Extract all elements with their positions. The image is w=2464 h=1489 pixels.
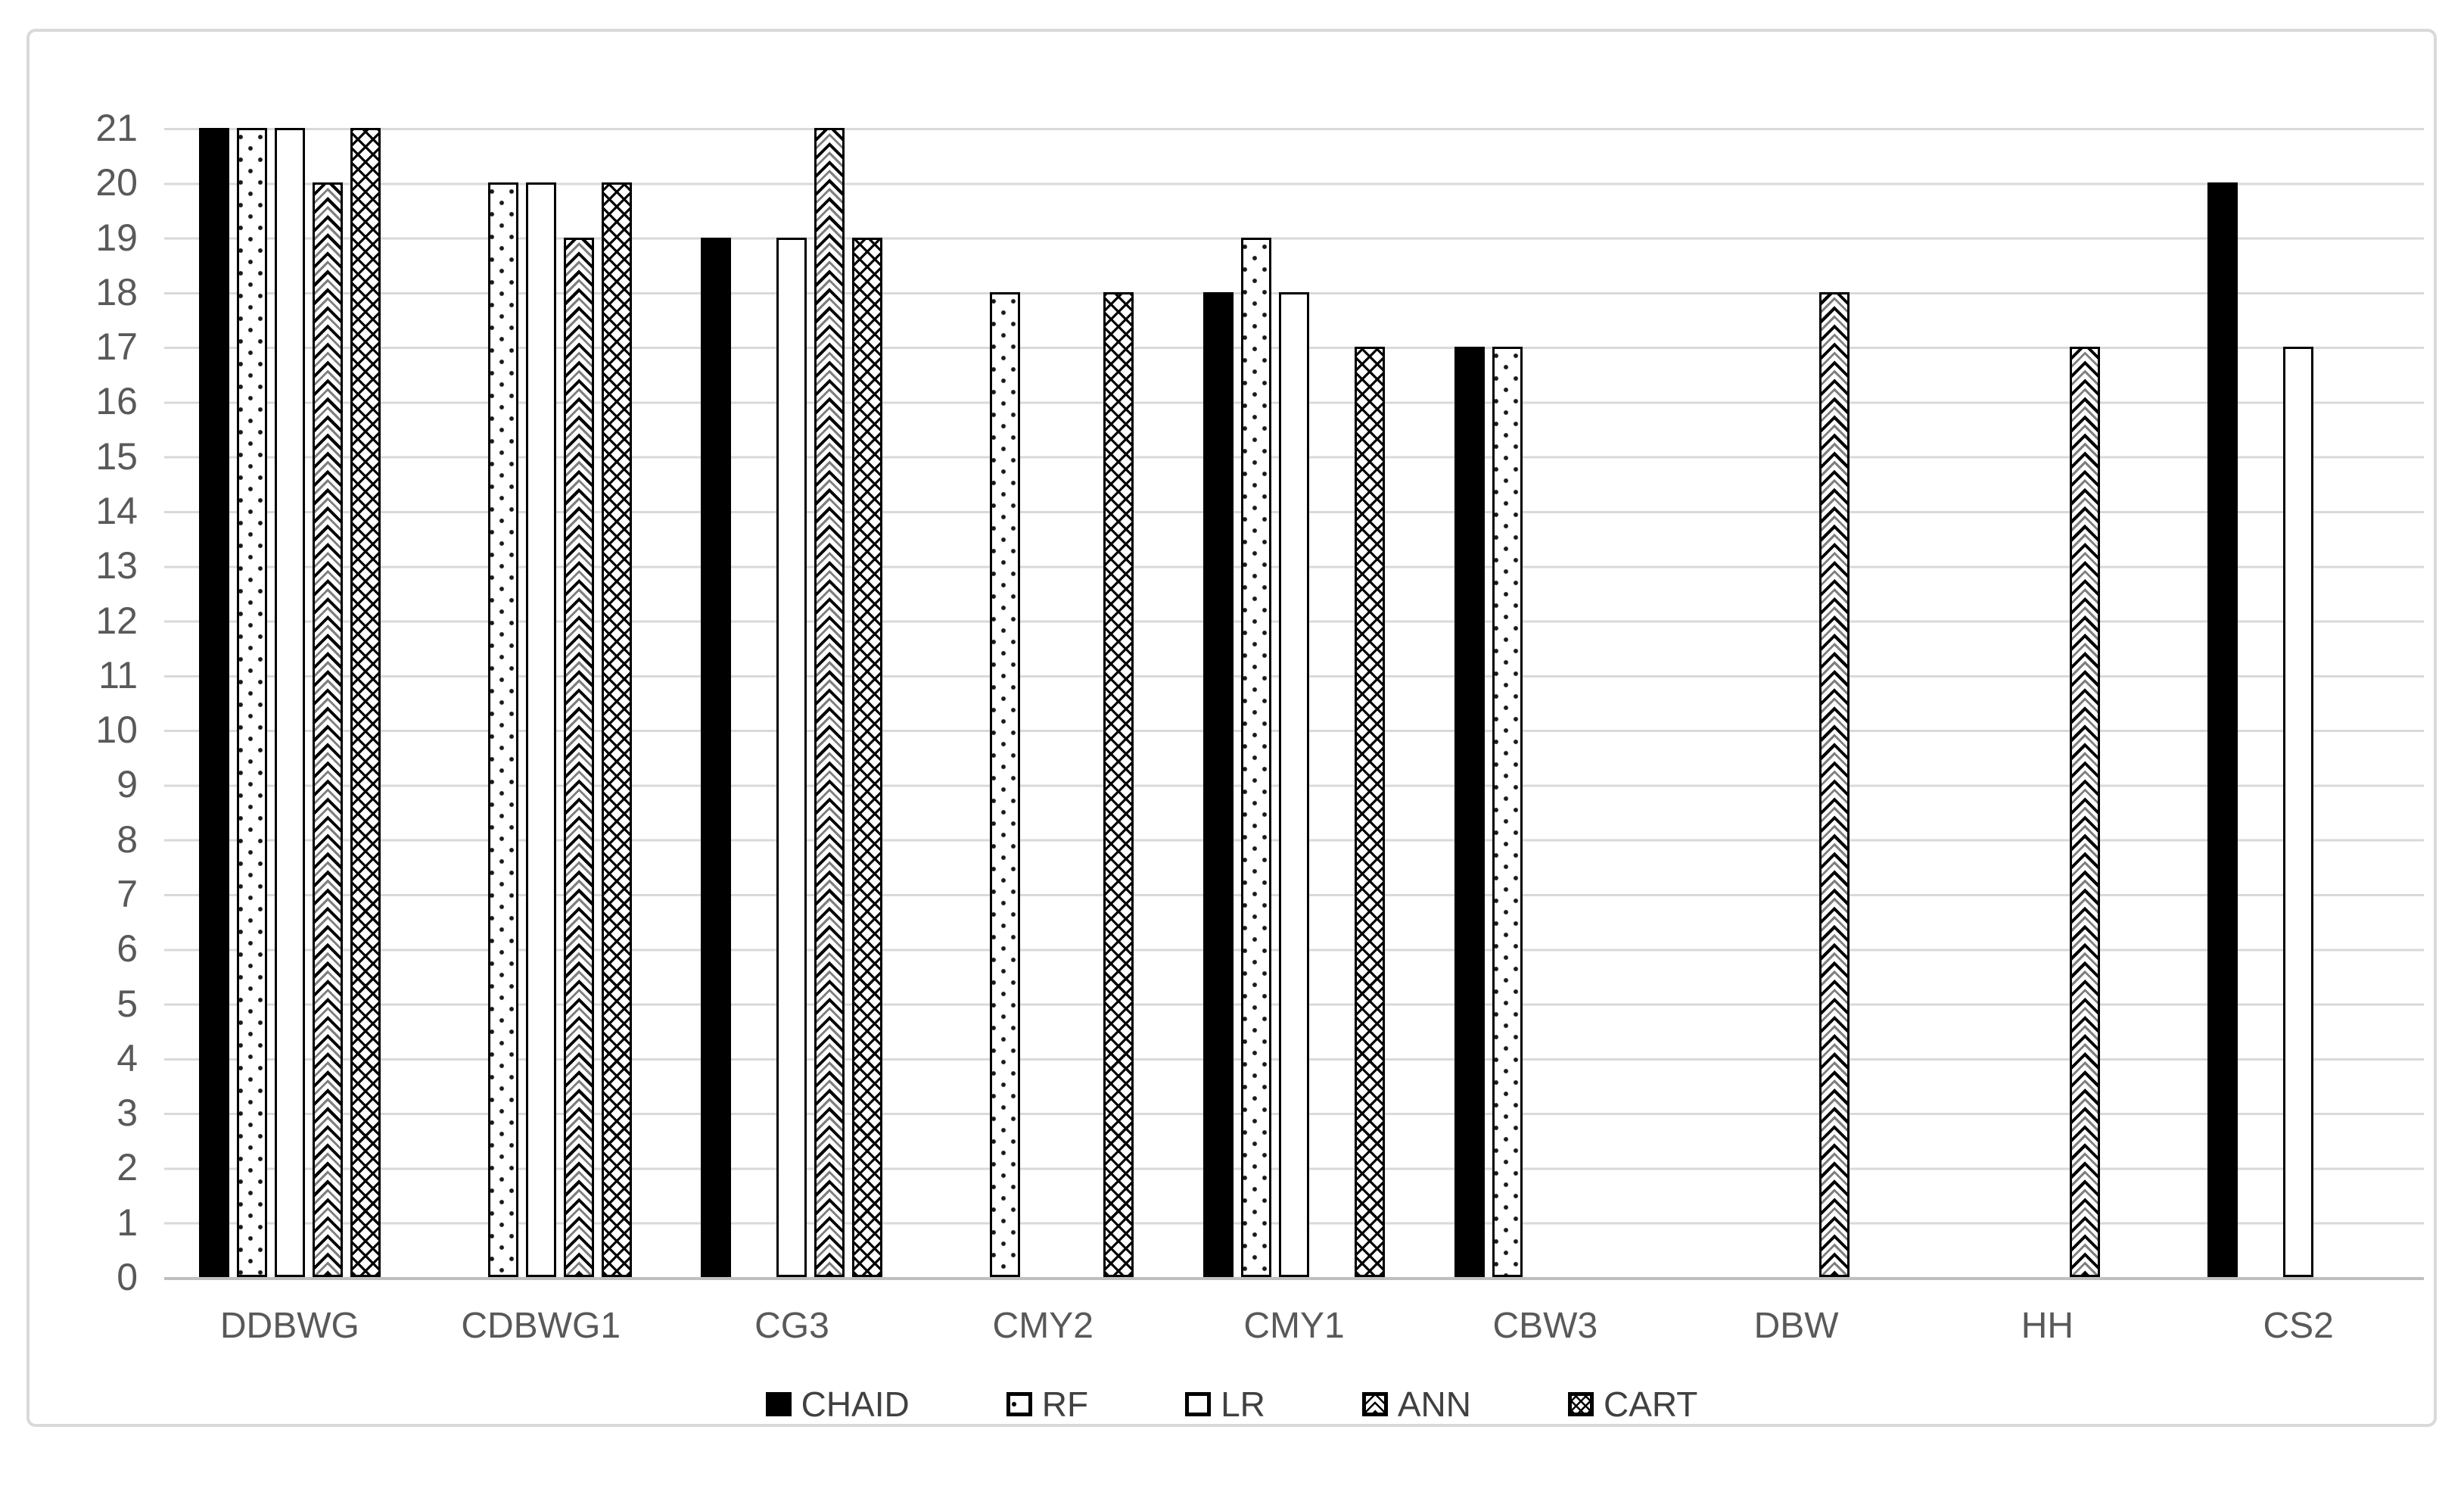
y-tick-label-16: 16: [95, 380, 138, 423]
x-axis-label-cmy1: CMY1: [1243, 1306, 1345, 1346]
bar-lr-cmy1: [1279, 291, 1310, 1277]
y-tick-label-1: 1: [117, 1201, 138, 1244]
legend-swatch-ann-icon: [1361, 1392, 1388, 1416]
bar-ann-cdbwg1: [563, 237, 594, 1277]
bar-rf-cmy1: [1241, 237, 1272, 1277]
y-axis-labels: 0 1 2 3 4 5 6 7 8 9 10 11 12 13 14 15 16 17 18 19 20 21: [56, 32, 138, 1489]
bar-cart-ddbwg: [350, 128, 381, 1277]
legend-swatch-lr-icon: [1185, 1392, 1212, 1416]
y-tick-label-3: 3: [117, 1092, 138, 1135]
x-axis-label-cmy2: CMY2: [992, 1306, 1094, 1346]
legend-swatch-cart-icon: [1568, 1392, 1594, 1416]
y-tick-label-18: 18: [95, 270, 138, 313]
x-axis-label-cbw3: CBW3: [1492, 1306, 1598, 1346]
bar-chaid-cg3: [701, 237, 732, 1277]
bar-chaid-cmy1: [1203, 291, 1234, 1277]
bar-group-cbw3: [1420, 128, 1671, 1277]
y-tick-label-20: 20: [95, 161, 138, 204]
bar-cart-cmy2: [1103, 291, 1134, 1277]
x-axis-label-hh: HH: [2021, 1306, 2074, 1346]
x-axis-label-cs2: CS2: [2263, 1306, 2334, 1346]
legend-item-chaid: CHAID: [765, 1384, 910, 1425]
legend-item-lr: LR: [1185, 1384, 1265, 1425]
plot-area: [164, 128, 2424, 1280]
y-tick-label-14: 14: [95, 490, 138, 532]
bar-chaid-ddbwg: [198, 128, 229, 1277]
bar-group-cmy2: [917, 128, 1168, 1277]
y-tick-label-2: 2: [117, 1146, 138, 1189]
legend-label-ann: ANN: [1397, 1385, 1471, 1424]
y-tick-label-15: 15: [95, 435, 138, 478]
y-tick-label-0: 0: [117, 1256, 138, 1298]
x-axis-label-cdbwg1: CDBWG1: [461, 1306, 621, 1346]
y-tick-label-5: 5: [117, 982, 138, 1025]
bar-ann-cg3: [814, 128, 845, 1277]
bar-chaid-cbw3: [1454, 347, 1485, 1277]
bar-group-cg3: [667, 128, 918, 1277]
bar-cart-cg3: [852, 237, 883, 1277]
bar-rf-cmy2: [990, 291, 1021, 1277]
bar-group-cmy1: [1168, 128, 1420, 1277]
x-axis-labels: DDBWG CDBWG1 CG3 CMY2 CMY1 CBW3 DBW HH CS2: [164, 1305, 2424, 1347]
x-axis-label-dbw: DBW: [1753, 1306, 1839, 1346]
bar-lr-ddbwg: [274, 128, 305, 1277]
bar-ann-dbw: [1818, 291, 1850, 1277]
legend-swatch-rf-icon: [1006, 1392, 1032, 1416]
bar-rf-cdbwg1: [487, 182, 518, 1277]
bar-ann-ddbwg: [312, 182, 343, 1277]
bar-chaid-cs2: [2207, 182, 2238, 1277]
bar-cart-cmy1: [1355, 347, 1386, 1277]
bar-lr-cs2: [2283, 347, 2314, 1277]
legend-item-rf: RF: [1006, 1384, 1088, 1425]
bar-ann-hh: [2070, 347, 2101, 1277]
chart-frame: 0 1 2 3 4 5 6 7 8 9 10 11 12 13 14 15 16 17 18 19 20 21 DDBWG…: [26, 29, 2437, 1427]
legend-label-rf: RF: [1041, 1385, 1089, 1424]
legend-item-ann: ANN: [1361, 1384, 1471, 1425]
x-axis-label-cg3: CG3: [754, 1306, 829, 1346]
y-tick-label-17: 17: [95, 326, 138, 369]
legend: CHAID RF LR ANN CART: [30, 1384, 2434, 1425]
bar-group-ddbwg: [164, 128, 415, 1277]
bar-cart-cdbwg1: [601, 182, 632, 1277]
y-tick-label-13: 13: [95, 544, 138, 587]
y-tick-label-21: 21: [95, 107, 138, 149]
bar-group-dbw: [1671, 128, 1922, 1277]
y-tick-label-9: 9: [117, 763, 138, 806]
x-axis-label-ddbwg: DDBWG: [219, 1306, 359, 1346]
bar-rf-cbw3: [1492, 347, 1523, 1277]
bar-lr-cdbwg1: [525, 182, 556, 1277]
bar-group-cdbwg1: [415, 128, 667, 1277]
y-tick-label-4: 4: [117, 1036, 138, 1079]
legend-item-cart: CART: [1568, 1384, 1697, 1425]
legend-label-cart: CART: [1604, 1385, 1698, 1424]
bar-lr-cg3: [776, 237, 807, 1277]
legend-label-chaid: CHAID: [801, 1385, 910, 1424]
y-tick-label-8: 8: [117, 818, 138, 861]
y-tick-label-10: 10: [95, 709, 138, 752]
legend-label-lr: LR: [1221, 1385, 1265, 1424]
y-tick-label-12: 12: [95, 599, 138, 642]
legend-swatch-chaid-icon: [765, 1392, 792, 1416]
y-tick-label-19: 19: [95, 216, 138, 259]
bar-group-cs2: [2173, 128, 2424, 1277]
y-tick-label-6: 6: [117, 927, 138, 970]
y-tick-label-11: 11: [98, 653, 138, 696]
bar-rf-ddbwg: [236, 128, 267, 1277]
bar-group-hh: [1921, 128, 2173, 1277]
y-tick-label-7: 7: [117, 873, 138, 915]
